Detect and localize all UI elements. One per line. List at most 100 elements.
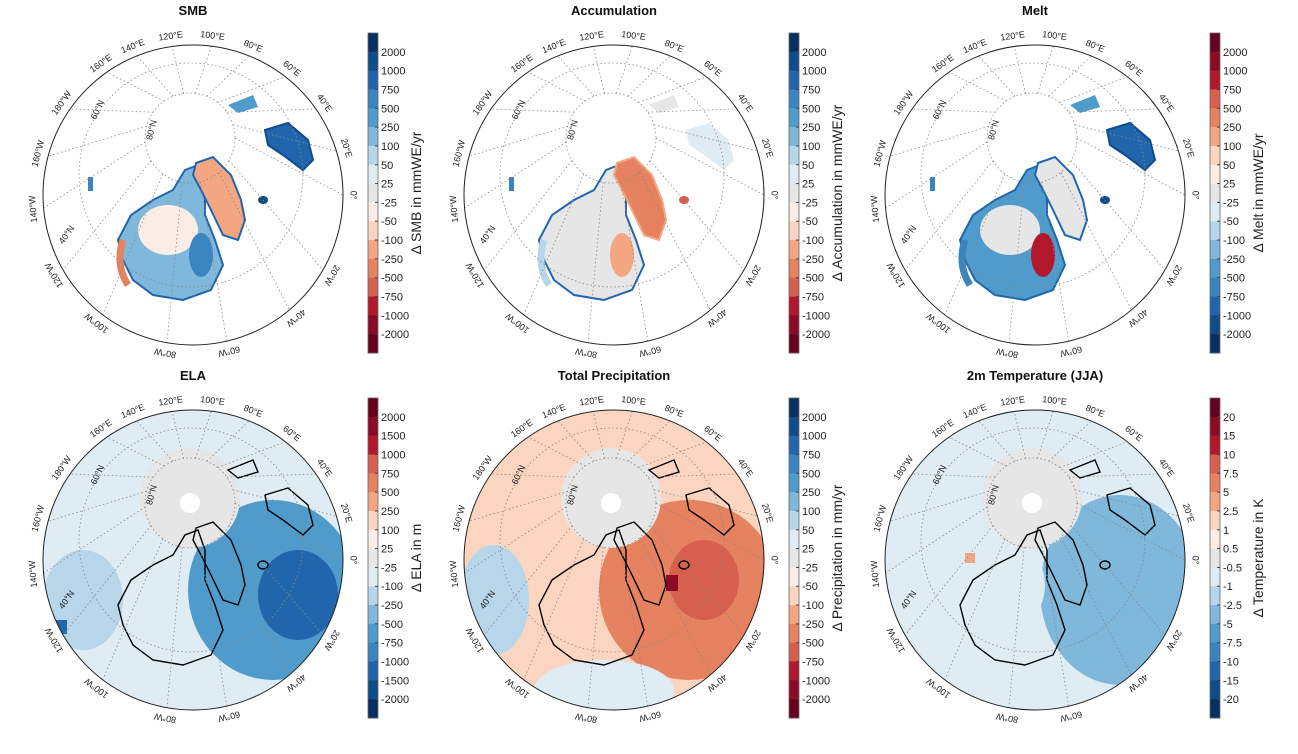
colorbar-tick-label: -7.5 — [1223, 638, 1242, 650]
meridian-label: 80°E — [1084, 403, 1106, 420]
meridian-line — [587, 547, 604, 708]
meridian-label: 60°W — [217, 344, 241, 359]
colorbar-tick-label: 1000 — [381, 66, 405, 78]
meridian-label: 40°E — [1157, 457, 1176, 479]
colorbar-bin — [789, 202, 799, 222]
colorbar-tick-label: -1 — [1223, 581, 1233, 593]
meridian-label: 80°E — [663, 38, 685, 55]
colorbar-bin — [368, 492, 378, 512]
meridian-line — [592, 411, 606, 459]
meridian-line — [638, 441, 707, 468]
parallel-60n — [499, 62, 725, 288]
meridian-line — [1060, 537, 1132, 676]
colorbar-tick-label: -500 — [381, 619, 403, 631]
map-frame — [463, 409, 765, 711]
colorbar-bin — [789, 680, 799, 700]
colorbar-tick-label: 5 — [1223, 487, 1229, 499]
meridian-label: 0° — [349, 191, 359, 200]
map-frame — [884, 44, 1186, 346]
map-area — [464, 45, 764, 345]
meridian-label: 160°W — [451, 504, 468, 533]
meridian-line — [527, 436, 586, 467]
panel-title: Melt — [1022, 3, 1049, 18]
field-patch — [669, 540, 739, 620]
meridian-line — [491, 108, 575, 113]
meridian-label: 140°W — [27, 195, 39, 223]
meridian-line — [978, 55, 1016, 97]
meridian-line — [616, 410, 633, 459]
greenland-outline — [613, 521, 667, 606]
colorbar-bin — [1210, 492, 1220, 512]
colorbar-tick-label: 25 — [381, 544, 393, 556]
meridian-line — [483, 160, 573, 271]
colorbar-bin — [1210, 296, 1220, 316]
colorbar-bin — [368, 661, 378, 681]
meridian-line — [912, 473, 996, 478]
meridian-line — [653, 489, 758, 517]
colorbar-tick-label: -2000 — [381, 329, 409, 341]
colorbar-bin — [789, 127, 799, 147]
colorbar-tick-label: -100 — [381, 581, 403, 593]
colorbar-bin — [789, 183, 799, 203]
meridian-label: 0° — [349, 556, 359, 565]
colorbar-tick-label: 250 — [381, 506, 399, 518]
meridian-line — [234, 137, 343, 196]
meridian-label: 160°W — [30, 139, 47, 168]
parallel-60n — [920, 427, 1146, 653]
colorbar-bin — [789, 334, 799, 354]
meridian-label: 60°W — [1059, 709, 1083, 724]
colorbar-bin — [368, 510, 378, 531]
colorbar-tick-label: -2000 — [802, 329, 830, 341]
colorbar-tick-label: -500 — [802, 273, 824, 285]
colorbar-bin — [789, 33, 799, 53]
colorbar-tick-label: -1000 — [1223, 310, 1251, 322]
colorbar-bin — [368, 605, 378, 625]
colorbar: 2000 1000 750 500 250 100 50 25 -25 -50 -100 -250 -5… — [788, 397, 845, 719]
colorbar-tick-label: 20 — [1223, 412, 1235, 424]
meridian-line — [1008, 547, 1025, 708]
colorbar-tick-label: -0.5 — [1223, 562, 1242, 574]
meridian-line — [523, 538, 585, 680]
colorbar-tick-label: 750 — [1223, 84, 1241, 96]
map-area — [43, 45, 343, 345]
meridian-line — [655, 502, 764, 561]
colorbar-frame — [367, 32, 379, 354]
colorbar-tick-label: -25 — [381, 562, 397, 574]
colorbar-bin — [1210, 277, 1220, 298]
colorbar-bin — [1210, 454, 1220, 474]
field-patch — [965, 553, 975, 563]
meridian-label: 80°E — [663, 403, 685, 420]
parallel-60n — [78, 62, 304, 288]
colorbar-tick-label: 1000 — [802, 66, 826, 78]
colorbar-tick-label: 100 — [802, 141, 820, 153]
colorbar-tick-label: -50 — [802, 581, 818, 593]
meridian-label: 80°E — [242, 38, 264, 55]
meridian-line — [171, 46, 185, 94]
colorbar-tick-label: 10 — [1223, 449, 1235, 461]
meridian-line — [228, 525, 324, 636]
colorbar-tick-label: -750 — [381, 638, 403, 650]
colorbar-bin — [368, 108, 378, 128]
colorbar-tick-label: -500 — [381, 273, 403, 285]
meridian-line — [885, 141, 988, 209]
parallel-60n — [920, 62, 1146, 288]
colorbar-tick-label: 50 — [802, 160, 814, 172]
meridian-line — [1041, 546, 1070, 707]
colorbar-tick-label: -25 — [802, 197, 818, 209]
colorbar-bin — [789, 492, 799, 512]
meridian-line — [468, 125, 568, 157]
colorbar-tick-label: 7.5 — [1223, 468, 1238, 480]
colorbar-bin — [368, 51, 378, 72]
meridian-label: 140°E — [962, 37, 989, 55]
iceland-outline — [257, 560, 269, 570]
meridian-label: 80°W — [153, 711, 177, 725]
meridian-label: 40°E — [315, 92, 334, 114]
meridian-line — [43, 141, 146, 209]
meridian-label: 100°E — [1042, 29, 1068, 42]
colorbar-bin — [1210, 164, 1220, 185]
colorbar-bin — [789, 70, 799, 90]
colorbar-bin — [789, 623, 799, 644]
meridian-line — [655, 137, 764, 196]
greenland-ice-sheet — [191, 155, 247, 242]
colorbar-bin — [1210, 510, 1220, 531]
